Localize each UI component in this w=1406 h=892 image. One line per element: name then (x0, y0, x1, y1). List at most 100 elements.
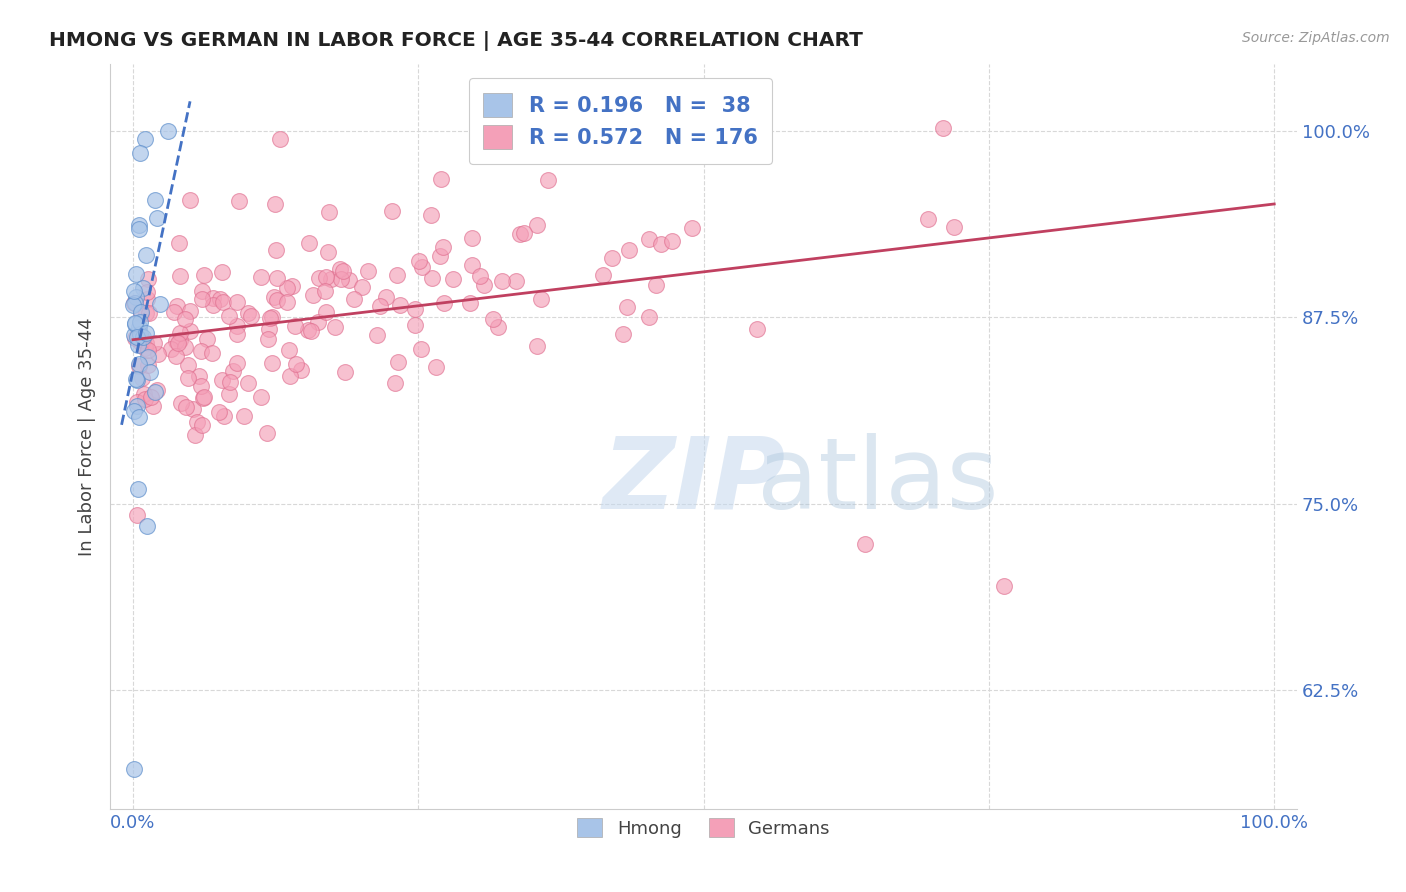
Text: Source: ZipAtlas.com: Source: ZipAtlas.com (1241, 31, 1389, 45)
Point (193, 268, 215, 283)
Point (134, 392, 156, 406)
Point (276, 295, 298, 310)
Point (184, 427, 207, 442)
Point (132, 281, 155, 295)
Point (315, 269, 337, 284)
Legend: Hmong, Germans: Hmong, Germans (569, 811, 837, 845)
Point (422, 270, 444, 285)
Point (388, 297, 411, 311)
Point (433, 296, 456, 310)
Point (404, 318, 426, 333)
Point (264, 197, 287, 211)
Point (260, 310, 283, 324)
Point (343, 292, 366, 306)
Point (409, 343, 432, 357)
Point (329, 261, 352, 276)
Point (166, 349, 188, 363)
Point (357, 263, 380, 277)
Point (536, 173, 558, 187)
Point (290, 363, 312, 377)
Point (190, 379, 212, 393)
Point (202, 298, 225, 312)
Point (318, 205, 340, 219)
Point (201, 345, 224, 359)
Point (142, 335, 165, 350)
Point (526, 339, 548, 353)
Point (128, 315, 150, 329)
Point (211, 295, 233, 310)
Point (225, 318, 247, 333)
Point (314, 284, 336, 298)
Point (285, 357, 308, 371)
Point (138, 365, 160, 379)
Text: ZIP: ZIP (603, 433, 786, 530)
Point (352, 280, 374, 294)
Point (232, 409, 254, 423)
Point (269, 132, 291, 146)
Point (138, 358, 160, 372)
Point (122, 762, 145, 776)
Point (276, 281, 298, 295)
Point (257, 332, 280, 346)
Point (943, 220, 966, 235)
Point (374, 290, 396, 304)
Point (193, 390, 215, 404)
Point (131, 371, 153, 385)
Point (191, 284, 214, 298)
Point (135, 336, 157, 351)
Point (262, 356, 284, 370)
Point (638, 310, 661, 324)
Point (124, 296, 146, 310)
Point (122, 404, 145, 418)
Point (169, 268, 191, 283)
Point (177, 371, 200, 385)
Point (297, 323, 319, 337)
Point (195, 332, 218, 346)
Point (228, 194, 250, 208)
Point (169, 326, 191, 340)
Point (505, 274, 527, 288)
Y-axis label: In Labor Force | Age 35-44: In Labor Force | Age 35-44 (79, 318, 96, 556)
Point (136, 343, 159, 357)
Point (170, 396, 193, 410)
Point (332, 264, 354, 278)
Point (617, 243, 640, 257)
Point (181, 402, 204, 417)
Point (186, 415, 208, 429)
Point (616, 301, 638, 315)
Point (128, 359, 150, 373)
Point (509, 227, 531, 241)
Point (145, 383, 167, 397)
Point (249, 390, 271, 404)
Point (299, 324, 322, 338)
Point (173, 311, 195, 326)
Point (136, 285, 159, 299)
Point (132, 333, 155, 347)
Point (131, 305, 153, 319)
Point (472, 278, 495, 293)
Point (381, 203, 404, 218)
Point (169, 334, 191, 348)
Point (592, 268, 614, 283)
Point (329, 272, 352, 286)
Point (650, 237, 672, 252)
Point (432, 240, 454, 254)
Point (127, 337, 149, 351)
Point (323, 319, 346, 334)
Point (211, 265, 233, 279)
Point (128, 357, 150, 371)
Point (458, 295, 481, 310)
Point (425, 360, 447, 375)
Point (240, 309, 263, 323)
Point (134, 341, 156, 355)
Point (408, 254, 430, 268)
Point (159, 342, 181, 356)
Point (491, 274, 513, 288)
Point (512, 226, 534, 240)
Point (530, 292, 553, 306)
Point (190, 292, 212, 306)
Point (441, 272, 464, 286)
Point (661, 234, 683, 248)
Point (132, 387, 155, 401)
Point (256, 425, 278, 440)
